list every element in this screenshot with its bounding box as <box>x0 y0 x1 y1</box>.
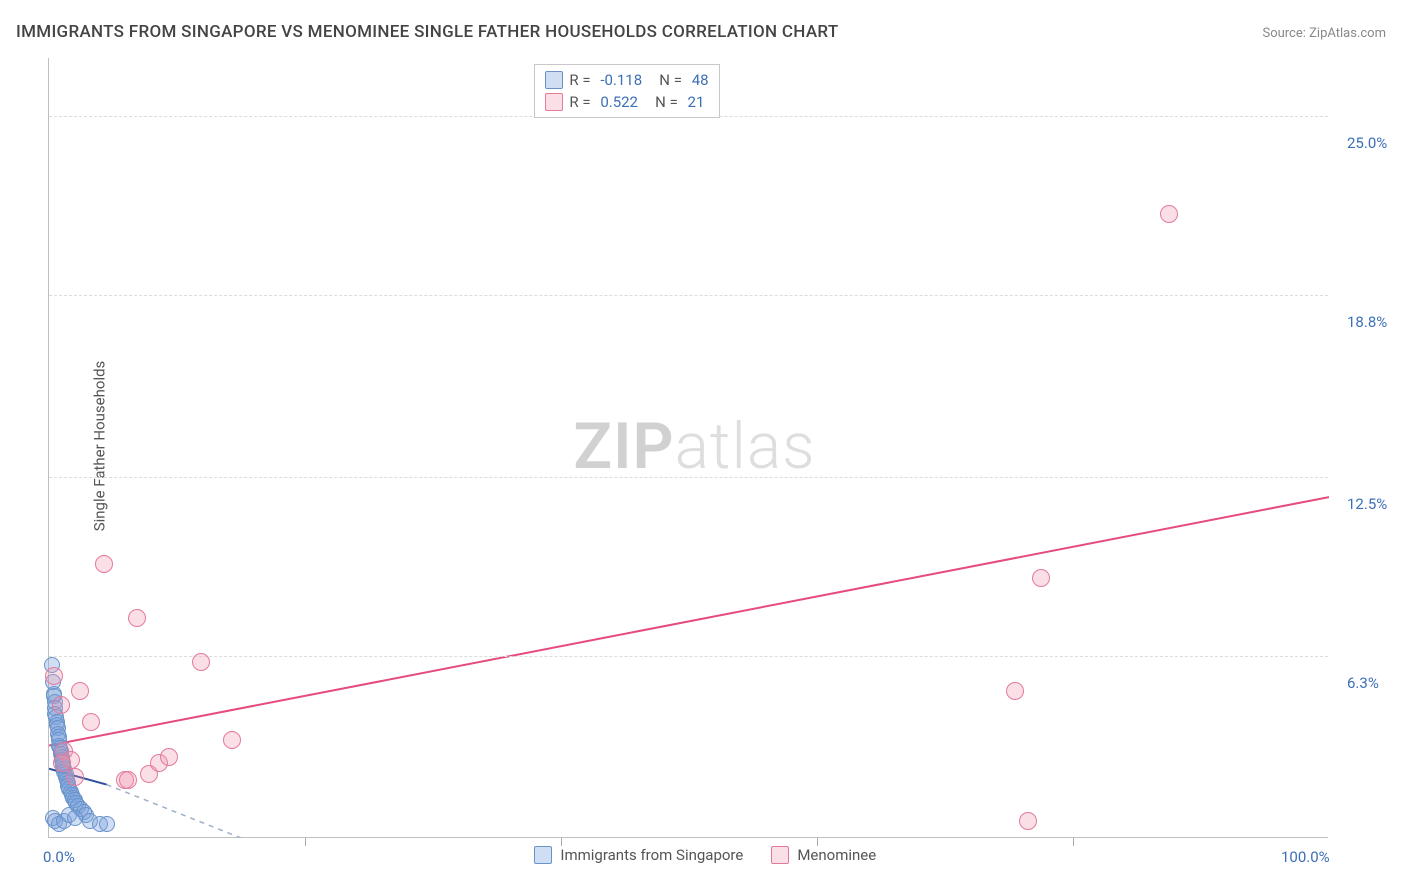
series-legend-label: Menominee <box>797 846 876 864</box>
stat-n-label: N = <box>648 69 686 91</box>
stat-r-label: R = <box>569 91 594 113</box>
gridline-h <box>49 477 1328 478</box>
x-tick-label: 0.0% <box>43 848 75 866</box>
scatter-point <box>52 696 70 714</box>
stat-n-label: N = <box>644 91 682 113</box>
legend-swatch <box>545 93 563 111</box>
y-tick-label: 25.0% <box>1347 134 1387 152</box>
stat-r-label: R = <box>569 69 594 91</box>
gridline-h <box>49 295 1328 296</box>
x-tick-minor <box>561 838 562 846</box>
scatter-point <box>1019 812 1037 830</box>
x-tick-minor <box>817 838 818 846</box>
stat-r-value: -0.118 <box>600 69 642 91</box>
scatter-point <box>99 816 115 832</box>
x-tick-minor <box>1073 838 1074 846</box>
regression-line-extrapolated <box>107 785 241 838</box>
scatter-point <box>82 713 100 731</box>
legend-swatch <box>545 71 563 89</box>
series-legend-item: Immigrants from Singapore <box>534 846 743 864</box>
series-legend-label: Immigrants from Singapore <box>560 846 743 864</box>
regression-line <box>49 497 1329 745</box>
source-label: Source: ZipAtlas.com <box>1262 26 1386 41</box>
series-legend-item: Menominee <box>771 846 876 864</box>
stat-r-value: 0.522 <box>600 91 638 113</box>
scatter-point <box>71 682 89 700</box>
watermark: ZIPatlas <box>573 409 815 484</box>
scatter-point <box>223 731 241 749</box>
scatter-point <box>53 754 71 772</box>
y-tick-label: 6.3% <box>1347 674 1379 692</box>
gridline-h <box>49 656 1328 657</box>
scatter-point <box>1032 569 1050 587</box>
stats-legend-row: R = -0.118 N = 48 <box>545 69 708 91</box>
series-legend: Immigrants from Singapore Menominee <box>534 846 876 864</box>
stats-legend-row: R = 0.522 N = 21 <box>545 91 708 113</box>
stat-n-value: 48 <box>692 69 709 91</box>
scatter-point <box>128 609 146 627</box>
scatter-point <box>1160 205 1178 223</box>
x-tick-minor <box>305 838 306 846</box>
scatter-point <box>1006 682 1024 700</box>
scatter-point <box>119 771 137 789</box>
stats-legend: R = -0.118 N = 48R = 0.522 N = 21 <box>534 64 719 118</box>
chart-title: IMMIGRANTS FROM SINGAPORE VS MENOMINEE S… <box>16 22 838 42</box>
y-tick-label: 18.8% <box>1347 313 1387 331</box>
legend-swatch <box>534 846 552 864</box>
scatter-point <box>95 555 113 573</box>
regression-lines-layer <box>49 58 1329 838</box>
scatter-point <box>67 810 83 826</box>
y-tick-label: 12.5% <box>1347 495 1387 513</box>
legend-swatch <box>771 846 789 864</box>
scatter-plot-area: ZIPatlas 6.3%12.5%18.8%25.0%0.0%100.0% <box>48 58 1328 838</box>
stat-n-value: 21 <box>688 91 705 113</box>
scatter-point <box>66 768 84 786</box>
scatter-point <box>160 748 178 766</box>
scatter-point <box>45 667 63 685</box>
x-tick-label: 100.0% <box>1281 848 1330 866</box>
scatter-point <box>192 653 210 671</box>
